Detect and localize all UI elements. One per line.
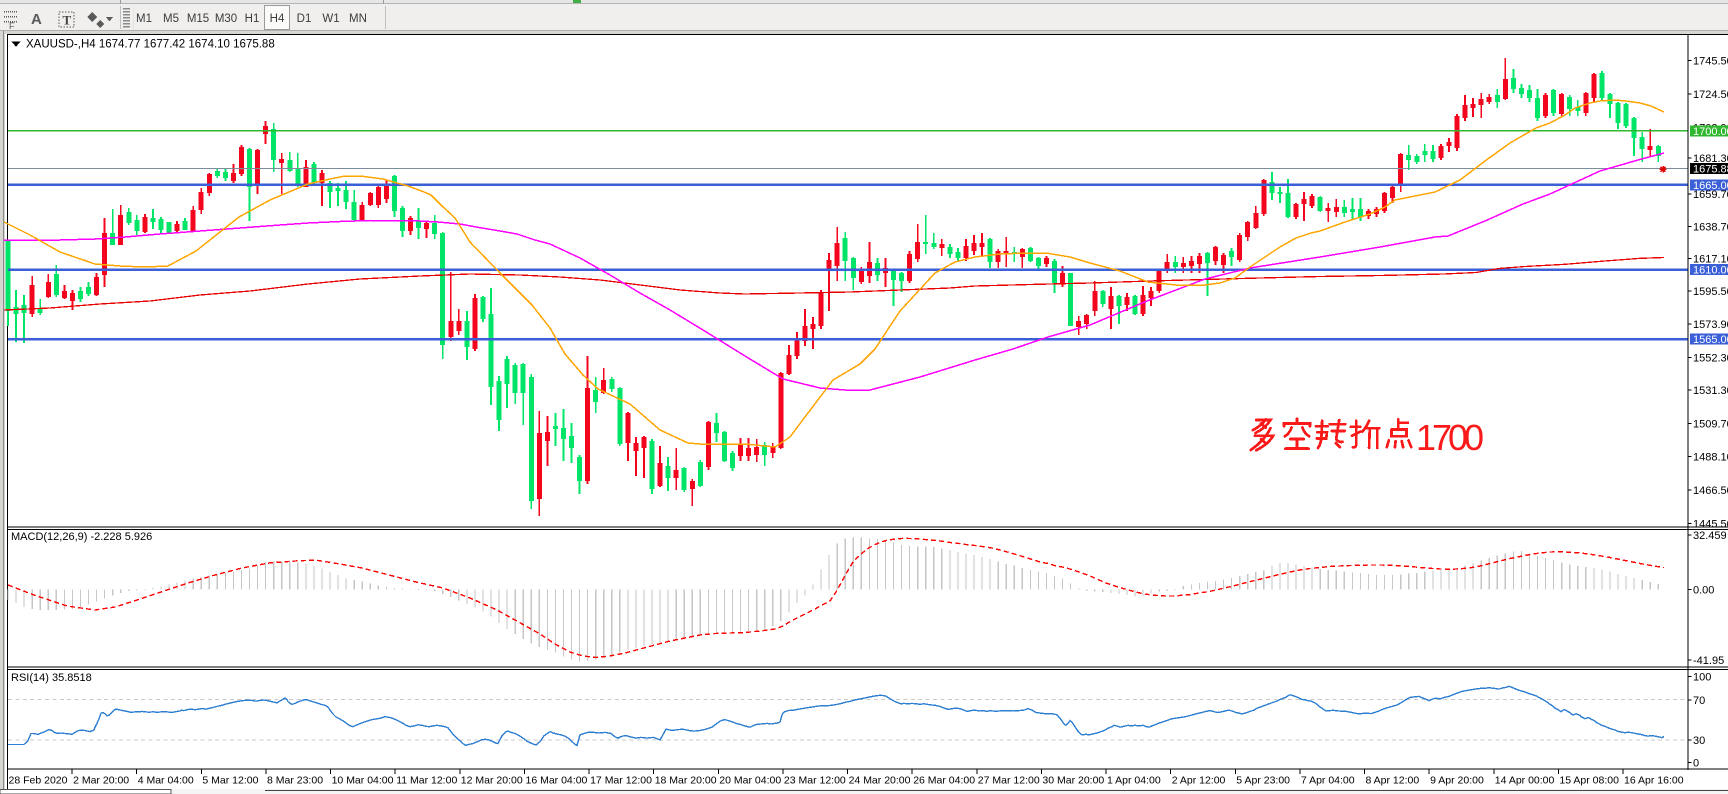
- svg-text:5 Apr 23:00: 5 Apr 23:00: [1236, 775, 1290, 787]
- svg-text:1552.30: 1552.30: [1693, 353, 1728, 365]
- svg-text:32.459: 32.459: [1693, 530, 1727, 542]
- svg-text:1724.50: 1724.50: [1693, 89, 1728, 101]
- svg-text:M5: M5: [163, 13, 179, 25]
- svg-text:W1: W1: [322, 13, 339, 25]
- svg-text:M15: M15: [187, 13, 209, 25]
- svg-text:30 Mar 20:00: 30 Mar 20:00: [1042, 775, 1104, 787]
- svg-text:1573.90: 1573.90: [1693, 319, 1728, 331]
- svg-text:16 Apr 16:00: 16 Apr 16:00: [1624, 775, 1684, 787]
- svg-text:7 Apr 04:00: 7 Apr 04:00: [1301, 775, 1355, 787]
- svg-text:14 Apr 00:00: 14 Apr 00:00: [1495, 775, 1555, 787]
- svg-text:0: 0: [1693, 757, 1699, 769]
- svg-text:1445.50: 1445.50: [1693, 518, 1728, 530]
- svg-text:2 Apr 12:00: 2 Apr 12:00: [1172, 775, 1226, 787]
- svg-text:100: 100: [1693, 671, 1711, 683]
- svg-text:1700.00: 1700.00: [1693, 126, 1728, 138]
- svg-text:1681.30: 1681.30: [1693, 153, 1728, 165]
- svg-text:30: 30: [1693, 735, 1705, 747]
- svg-text:27 Mar 12:00: 27 Mar 12:00: [978, 775, 1040, 787]
- svg-text:MN: MN: [349, 13, 367, 25]
- svg-text:1638.70: 1638.70: [1693, 221, 1728, 233]
- svg-text:1675.88: 1675.88: [1693, 164, 1728, 176]
- svg-text:0.00: 0.00: [1693, 585, 1714, 597]
- svg-text:24 Mar 20:00: 24 Mar 20:00: [849, 775, 911, 787]
- svg-text:-41.95: -41.95: [1693, 655, 1724, 667]
- svg-text:RSI(14) 35.8518: RSI(14) 35.8518: [11, 672, 92, 684]
- svg-text:1700: 1700: [1416, 417, 1484, 458]
- svg-text:H4: H4: [270, 13, 285, 25]
- svg-text:8 Mar 23:00: 8 Mar 23:00: [267, 775, 323, 787]
- svg-text:1745.50: 1745.50: [1693, 56, 1728, 68]
- svg-text:12 Mar 20:00: 12 Mar 20:00: [461, 775, 523, 787]
- svg-text:M1: M1: [136, 13, 152, 25]
- svg-text:1531.30: 1531.30: [1693, 385, 1728, 397]
- svg-text:1659.70: 1659.70: [1693, 189, 1728, 201]
- svg-text:20 Mar 04:00: 20 Mar 04:00: [719, 775, 781, 787]
- svg-text:11 Mar 12:00: 11 Mar 12:00: [396, 775, 457, 787]
- svg-text:16 Mar 04:00: 16 Mar 04:00: [526, 775, 588, 787]
- svg-text:28 Feb 2020: 28 Feb 2020: [9, 775, 68, 787]
- svg-text:F: F: [9, 21, 15, 31]
- svg-text:23 Mar 12:00: 23 Mar 12:00: [784, 775, 846, 787]
- svg-text:1466.50: 1466.50: [1693, 485, 1728, 497]
- svg-text:1 Apr 04:00: 1 Apr 04:00: [1107, 775, 1161, 787]
- svg-text:18 Mar 20:00: 18 Mar 20:00: [655, 775, 717, 787]
- svg-text:1565.00: 1565.00: [1693, 334, 1728, 346]
- svg-text:1617.10: 1617.10: [1693, 253, 1728, 265]
- svg-text:8 Apr 12:00: 8 Apr 12:00: [1366, 775, 1420, 787]
- svg-text:70: 70: [1693, 695, 1705, 707]
- svg-text:17 Mar 12:00: 17 Mar 12:00: [590, 775, 652, 787]
- svg-text:15 Apr 08:00: 15 Apr 08:00: [1559, 775, 1619, 787]
- svg-text:9 Apr 20:00: 9 Apr 20:00: [1430, 775, 1484, 787]
- svg-text:1665.00: 1665.00: [1693, 180, 1728, 192]
- svg-text:10 Mar 04:00: 10 Mar 04:00: [332, 775, 394, 787]
- svg-text:1488.10: 1488.10: [1693, 452, 1728, 464]
- svg-text:4 Mar 04:00: 4 Mar 04:00: [138, 775, 194, 787]
- svg-text:2 Mar 20:00: 2 Mar 20:00: [73, 775, 129, 787]
- svg-text:T: T: [63, 13, 72, 28]
- svg-text:XAUUSD-,H4 1674.77 1677.42 16: XAUUSD-,H4 1674.77 1677.42 1674.10 1675.…: [26, 39, 275, 51]
- svg-text:MACD(12,26,9) -2.228 5.926: MACD(12,26,9) -2.228 5.926: [11, 531, 152, 543]
- svg-text:26 Mar 04:00: 26 Mar 04:00: [913, 775, 975, 787]
- svg-text:5 Mar 12:00: 5 Mar 12:00: [202, 775, 258, 787]
- svg-text:M30: M30: [215, 13, 237, 25]
- svg-text:D1: D1: [297, 13, 312, 25]
- svg-text:1610.00: 1610.00: [1693, 265, 1728, 277]
- svg-text:1595.50: 1595.50: [1693, 286, 1728, 298]
- svg-text:A: A: [31, 11, 42, 28]
- svg-text:1509.70: 1509.70: [1693, 418, 1728, 430]
- svg-text:H1: H1: [245, 13, 260, 25]
